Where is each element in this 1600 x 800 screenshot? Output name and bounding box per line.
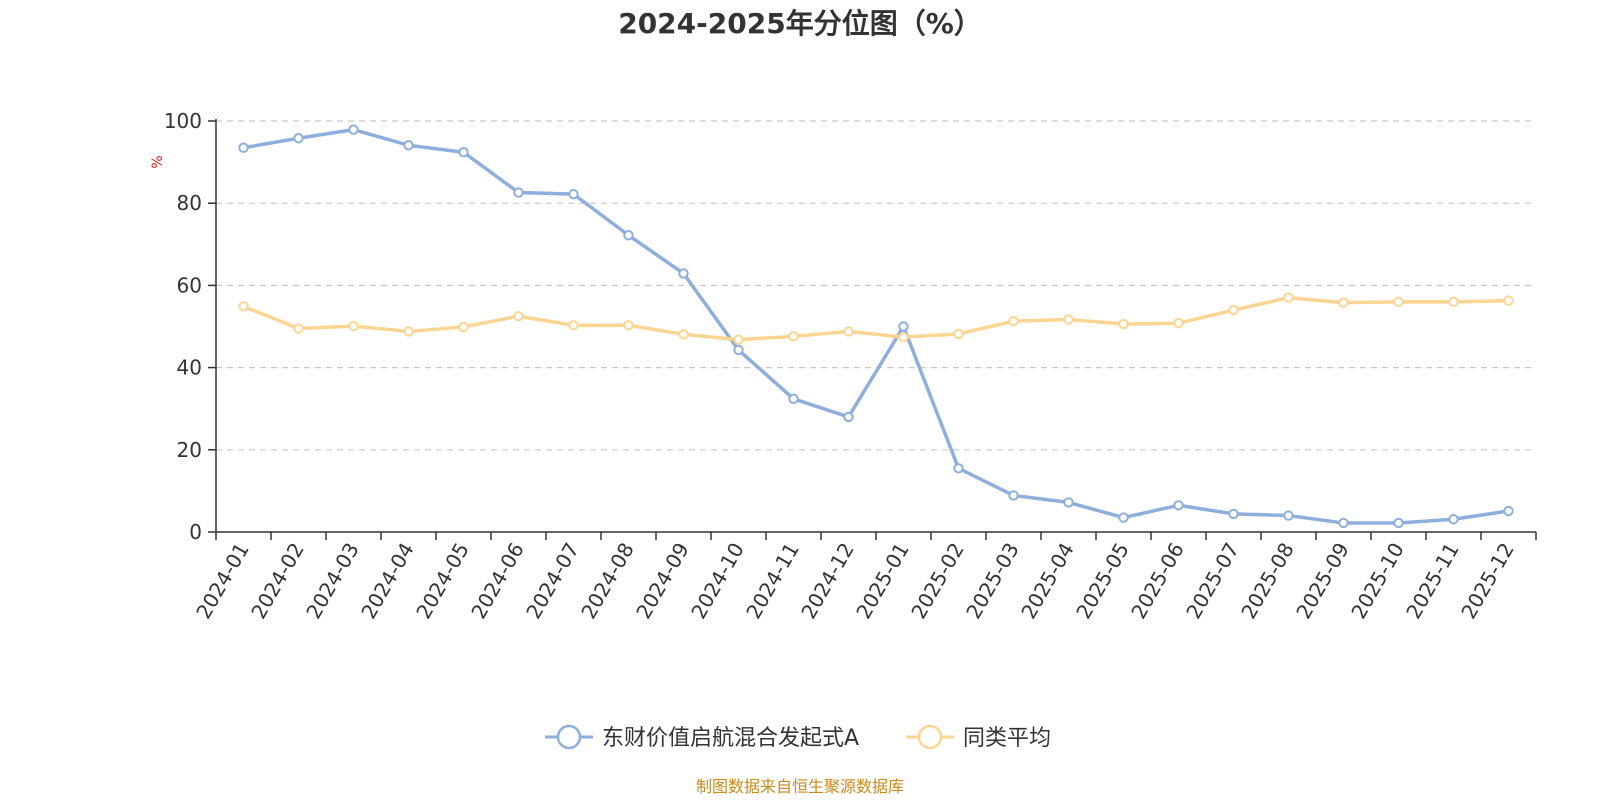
- data-point-0-2025-06[interactable]: [1173, 500, 1184, 511]
- x-tick-label-2025-10: 2025-10: [1346, 539, 1409, 623]
- data-point-1-2024-09[interactable]: [678, 329, 689, 340]
- data-point-1-2025-06[interactable]: [1173, 318, 1184, 329]
- data-point-0-2024-10[interactable]: [733, 344, 744, 356]
- data-point-1-2025-05[interactable]: [1118, 318, 1129, 330]
- x-tick-label-2025-06: 2025-06: [1126, 539, 1189, 623]
- data-point-1-2024-06[interactable]: [513, 311, 524, 322]
- data-point-0-2024-07[interactable]: [568, 188, 579, 200]
- x-tick-label-2024-08: 2024-08: [576, 539, 639, 623]
- data-point-1-2025-07[interactable]: [1228, 304, 1239, 316]
- data-point-0-2024-05[interactable]: [458, 147, 469, 158]
- data-point-0-2025-07[interactable]: [1228, 508, 1239, 520]
- x-tick-label-2025-04: 2025-04: [1016, 539, 1079, 623]
- x-tick-label-2024-01: 2024-01: [191, 539, 254, 623]
- y-tick-label-0: 0: [189, 520, 202, 544]
- data-point-0-2024-11[interactable]: [788, 393, 799, 405]
- x-tick-label-2024-06: 2024-06: [466, 539, 529, 623]
- data-point-0-2025-09[interactable]: [1338, 517, 1349, 529]
- data-source-note: 制图数据来自恒生聚源数据库: [696, 777, 904, 796]
- data-point-0-2025-08[interactable]: [1283, 510, 1294, 521]
- data-point-1-2024-02[interactable]: [293, 323, 304, 334]
- data-point-1-2025-11[interactable]: [1448, 296, 1459, 308]
- x-tick-label-2025-12: 2025-12: [1456, 539, 1519, 623]
- y-tick-label-40: 40: [177, 356, 202, 380]
- data-point-0-2024-12[interactable]: [843, 411, 854, 423]
- x-tick-label-2024-02: 2024-02: [246, 539, 309, 623]
- data-point-0-2025-02[interactable]: [953, 463, 964, 474]
- x-tick-label-2025-01: 2025-01: [851, 539, 914, 623]
- x-tick-label-2025-11: 2025-11: [1401, 539, 1464, 623]
- data-point-1-2024-04[interactable]: [403, 326, 414, 337]
- y-axis-label: %: [150, 155, 166, 168]
- legend-item-0[interactable]: 东财价值启航混合发起式A: [545, 724, 859, 751]
- data-point-0-2025-01[interactable]: [898, 321, 909, 332]
- data-point-1-2025-01[interactable]: [898, 331, 909, 343]
- data-point-1-2025-12[interactable]: [1503, 295, 1514, 306]
- series: [238, 124, 1514, 529]
- series-line-0: [243, 127, 1509, 525]
- data-point-1-2024-01[interactable]: [238, 301, 249, 312]
- data-point-0-2024-02[interactable]: [293, 133, 304, 144]
- y-tick-label-60: 60: [177, 273, 202, 297]
- x-tick-label-2025-05: 2025-05: [1071, 539, 1134, 623]
- data-point-0-2024-04[interactable]: [403, 140, 414, 151]
- data-point-0-2025-04[interactable]: [1063, 497, 1074, 508]
- x-tick-label-2025-09: 2025-09: [1291, 539, 1354, 623]
- x-tick-label-2024-05: 2024-05: [411, 539, 474, 623]
- x-tick-label-2024-04: 2024-04: [356, 539, 419, 623]
- series-line-1: [242, 295, 1509, 342]
- legend-marker-1: [917, 724, 943, 750]
- data-point-1-2024-05[interactable]: [458, 321, 469, 333]
- y-tick-label-100: 100: [164, 109, 202, 133]
- data-point-1-2025-02[interactable]: [953, 328, 964, 340]
- data-point-1-2024-08[interactable]: [623, 320, 634, 331]
- data-point-0-2025-10[interactable]: [1393, 517, 1404, 529]
- data-point-0-2025-05[interactable]: [1118, 512, 1129, 523]
- data-point-1-2025-03[interactable]: [1008, 315, 1019, 327]
- data-point-1-2024-11[interactable]: [788, 331, 799, 342]
- x-tick-label-2025-02: 2025-02: [906, 539, 969, 623]
- y-tick-label-80: 80: [177, 191, 202, 215]
- data-point-0-2025-12[interactable]: [1503, 505, 1514, 517]
- series-0: [238, 124, 1514, 529]
- y-tick-label-20: 20: [177, 438, 202, 462]
- data-point-1-2025-09[interactable]: [1338, 297, 1349, 308]
- data-point-1-2025-10[interactable]: [1393, 296, 1404, 308]
- data-point-1-2024-12[interactable]: [843, 326, 854, 337]
- data-point-0-2024-06[interactable]: [513, 187, 524, 198]
- x-tick-label-2024-09: 2024-09: [631, 539, 694, 623]
- data-point-1-2024-03[interactable]: [348, 320, 359, 332]
- x-tick-label-2025-07: 2025-07: [1181, 539, 1244, 623]
- data-point-0-2024-01[interactable]: [238, 142, 249, 153]
- x-tick-label-2024-03: 2024-03: [301, 539, 364, 623]
- chart-title: 2024-2025年分位图（%）: [618, 7, 982, 40]
- data-point-0-2024-03[interactable]: [348, 124, 359, 135]
- x-tick-label-2024-11: 2024-11: [741, 539, 804, 623]
- data-point-1-2024-07[interactable]: [568, 320, 579, 331]
- x-tick-label-2024-10: 2024-10: [686, 539, 749, 623]
- data-point-1-2025-08[interactable]: [1283, 292, 1294, 303]
- data-point-1-2025-04[interactable]: [1063, 314, 1074, 325]
- x-tick-label-2025-08: 2025-08: [1236, 539, 1299, 623]
- legend[interactable]: 东财价值启航混合发起式A 同类平均: [545, 724, 1051, 751]
- legend-item-1[interactable]: 同类平均: [906, 724, 1051, 751]
- x-tick-label-2024-07: 2024-07: [521, 539, 584, 623]
- grid-lines: [216, 120, 1536, 451]
- axes: 0 20 40 60 80 100 2024-012024-022024-032024-04…: [164, 109, 1537, 623]
- legend-label-0: 东财价值启航混合发起式A: [602, 726, 859, 751]
- data-point-1-2024-10[interactable]: [733, 334, 744, 345]
- legend-label-1: 同类平均: [963, 726, 1051, 751]
- data-point-0-2025-11[interactable]: [1448, 514, 1459, 525]
- data-point-0-2024-08[interactable]: [623, 230, 634, 241]
- legend-marker-0: [556, 724, 582, 750]
- series-1: [238, 292, 1514, 345]
- x-tick-label-2025-03: 2025-03: [961, 539, 1024, 623]
- data-point-0-2024-09[interactable]: [678, 268, 689, 279]
- x-tick-label-2024-12: 2024-12: [796, 539, 859, 623]
- data-point-0-2025-03[interactable]: [1008, 490, 1019, 501]
